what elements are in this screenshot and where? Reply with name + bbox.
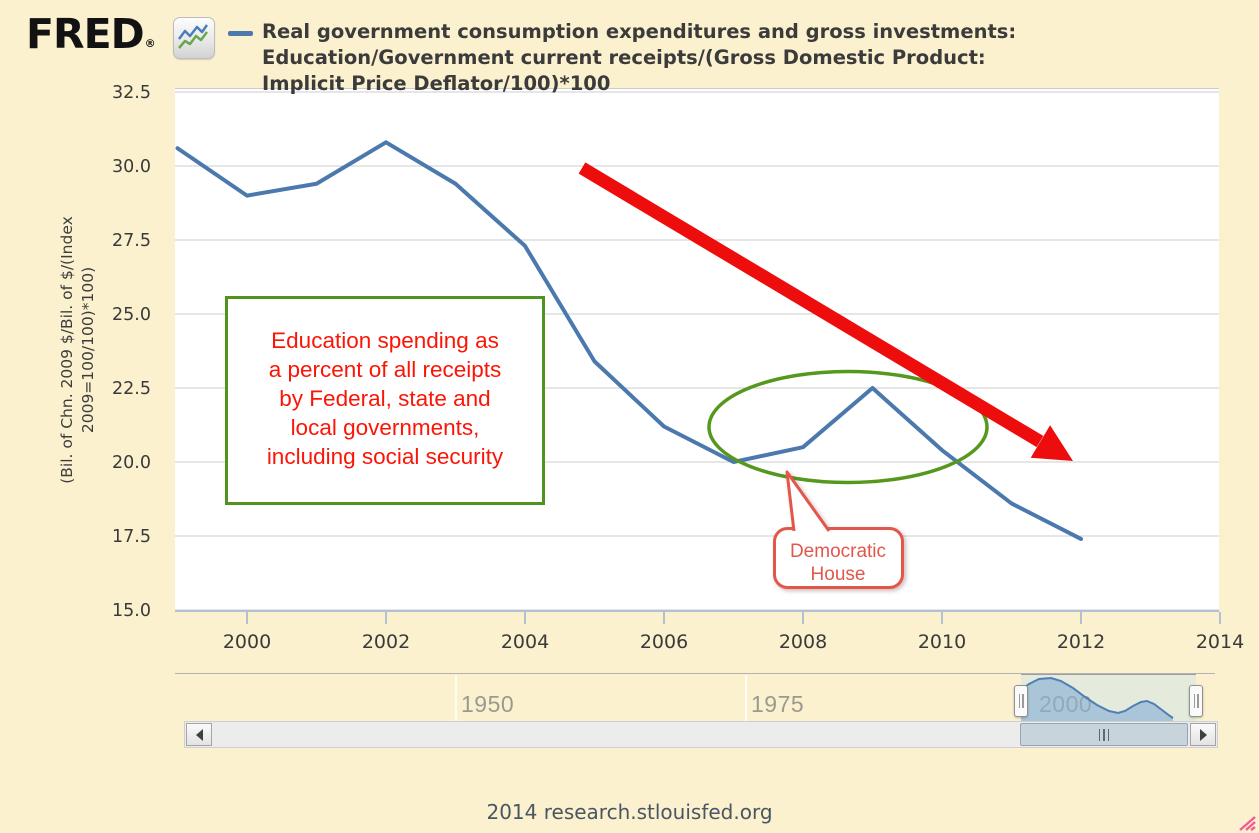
data-series-line <box>175 140 1083 541</box>
y-tick-label: 17.5 <box>112 527 151 547</box>
fred-logo-chart-icon[interactable] <box>173 17 215 59</box>
fred-logo[interactable]: FRED® <box>26 10 156 58</box>
x-tick-label: 2008 <box>779 631 827 653</box>
left-arrow-icon <box>195 728 203 741</box>
x-tick-label: 2010 <box>918 631 966 653</box>
series-legend-dash <box>228 31 253 36</box>
y-tick-label: 20.0 <box>112 453 151 473</box>
horizontal-scrollbar[interactable] <box>184 721 1218 748</box>
scrollbar-thumb[interactable] <box>1020 723 1188 746</box>
timeline-label-1975: 1975 <box>751 691 805 717</box>
x-tick-label: 2002 <box>362 631 410 653</box>
trend-arrow <box>578 162 1073 461</box>
scrollbar-left-button[interactable] <box>186 723 212 746</box>
x-tick-label: 2004 <box>501 631 549 653</box>
annotation-note-box: Education spending as a percent of all re… <box>225 296 545 505</box>
x-tick-label: 2000 <box>223 631 271 653</box>
callout-bubble-tail <box>785 470 831 532</box>
resize-handle-icon[interactable] <box>1237 813 1257 831</box>
y-axis-title: (Bil. of Chn. 2009 $/Bil. of $/(Index 200… <box>58 216 97 484</box>
highlight-ellipse <box>707 369 989 485</box>
range-handle-left[interactable] <box>1014 685 1028 717</box>
timeline-gridline-1950 <box>455 675 457 721</box>
timeline-preview-area <box>1021 676 1174 721</box>
y-tick-label: 15.0 <box>112 601 151 621</box>
callout-bubble: Democratic House <box>773 470 904 589</box>
y-tick-label: 27.5 <box>112 231 151 251</box>
callout-line2: House <box>811 564 866 585</box>
preview-line <box>1021 676 1174 719</box>
timeline-selected-range[interactable]: 2000 <box>1021 674 1196 721</box>
callout-bubble-body <box>773 527 904 589</box>
callout-line1: Democratic <box>790 541 886 562</box>
footer-attribution: 2014 research.stlouisfed.org <box>486 800 773 824</box>
y-axis-tick-labels: 32.5 30.0 27.5 25.0 22.5 20.0 17.5 15.0 <box>112 83 151 621</box>
preview-area-fill <box>1021 678 1173 721</box>
chart-title: Real government consumption expenditures… <box>262 20 1017 95</box>
icon-blue-line <box>178 24 209 40</box>
y-tick-label: 30.0 <box>112 157 151 177</box>
trend-arrow-shaft <box>578 162 1044 448</box>
y-tick-label: 32.5 <box>112 83 151 103</box>
y-tick-label: 25.0 <box>112 305 151 325</box>
x-tick-label: 2012 <box>1057 631 1105 653</box>
x-axis-tick-labels: 2000 2002 2004 2006 2008 2010 2012 2014 <box>223 631 1244 653</box>
series-polyline <box>175 140 1083 541</box>
x-tick-label: 2014 <box>1196 631 1244 653</box>
timeline-label-1950: 1950 <box>461 691 515 717</box>
right-arrow-icon <box>1199 728 1207 741</box>
range-handle-right[interactable] <box>1189 685 1203 717</box>
y-tick-label: 22.5 <box>112 379 151 399</box>
x-axis-ticks <box>246 612 1221 624</box>
registered-mark: ® <box>144 37 156 50</box>
trend-arrow-head <box>1030 425 1073 461</box>
timeline-range-selector[interactable]: 1950 1975 2000 <box>175 673 1215 721</box>
x-tick-label: 2006 <box>640 631 688 653</box>
timeline-gridline-1975 <box>745 675 747 721</box>
scrollbar-right-button[interactable] <box>1190 723 1216 746</box>
icon-green-line <box>178 31 208 49</box>
